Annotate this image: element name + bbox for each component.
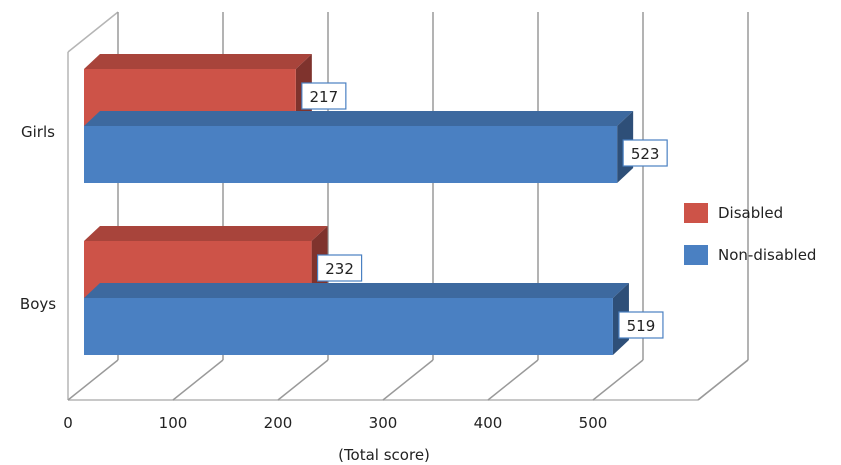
- data-label-box: [317, 254, 363, 282]
- left-wall-top-edge: [67, 11, 119, 53]
- data-label-box: [301, 82, 347, 110]
- floor-gridline: [172, 359, 224, 401]
- x-tick-label: 0: [63, 414, 73, 432]
- floor-gridline: [592, 359, 644, 401]
- x-tick-label: 500: [579, 414, 608, 432]
- data-labels: 217 523 232 519: [301, 82, 668, 339]
- x-axis-title: (Total score): [338, 446, 430, 464]
- floor-gridline: [67, 359, 119, 401]
- legend-label-non-disabled: Non-disabled: [718, 246, 816, 264]
- floor-gridline: [697, 359, 749, 401]
- bar-top-boys-non-disabled: [84, 283, 629, 298]
- x-tick-label: 100: [159, 414, 188, 432]
- data-label-girls-non-disabled: 523: [631, 145, 660, 163]
- data-label-boys-non-disabled: 519: [627, 317, 656, 335]
- floor-gridline: [382, 359, 434, 401]
- floor-gridline: [487, 359, 539, 401]
- bar-top-girls-non-disabled: [84, 111, 634, 126]
- data-label-box: [618, 311, 664, 339]
- y-axis-categories: Girls Boys: [20, 123, 56, 313]
- data-label-boys-disabled: 232: [325, 260, 354, 278]
- legend-swatch-disabled: [684, 203, 708, 223]
- legend: Disabled Non-disabled: [684, 203, 816, 265]
- bars: [84, 54, 634, 355]
- x-axis-ticks: 0 100 200 300 400 500: [63, 414, 607, 432]
- bar-girls-non-disabled: [84, 126, 618, 183]
- legend-label-disabled: Disabled: [718, 204, 783, 222]
- category-label-girls: Girls: [21, 123, 55, 141]
- bar-top-boys-disabled: [84, 226, 328, 241]
- x-tick-label: 400: [474, 414, 503, 432]
- floor-gridline: [277, 359, 329, 401]
- x-tick-label: 300: [369, 414, 398, 432]
- legend-swatch-non-disabled: [684, 245, 708, 265]
- bar-top-girls-disabled: [84, 54, 312, 69]
- category-label-boys: Boys: [20, 295, 56, 313]
- x-tick-label: 200: [264, 414, 293, 432]
- data-label-box: [622, 139, 668, 167]
- bar-boys-non-disabled: [84, 298, 613, 355]
- data-label-girls-disabled: 217: [310, 88, 339, 106]
